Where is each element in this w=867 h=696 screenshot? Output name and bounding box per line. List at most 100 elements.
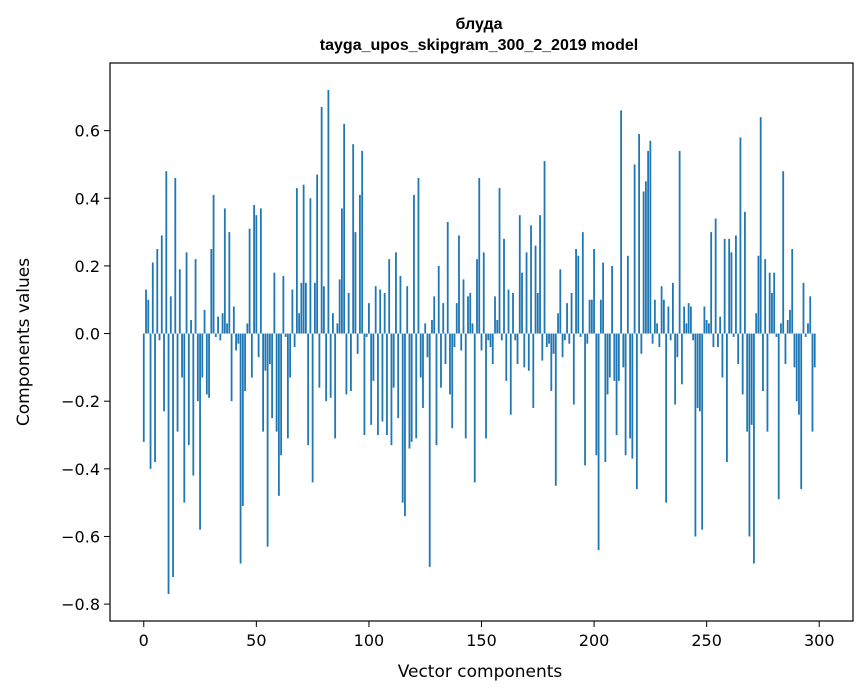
- y-tick-label: 0.4: [75, 189, 100, 208]
- bar: [653, 299, 656, 334]
- bar: [154, 333, 156, 463]
- bar: [334, 333, 337, 439]
- bar: [689, 306, 692, 334]
- bar: [559, 269, 562, 334]
- bar: [203, 309, 206, 334]
- bar: [419, 333, 422, 378]
- bar: [775, 333, 778, 337]
- bar: [248, 228, 251, 334]
- bar: [586, 333, 589, 344]
- bar: [178, 269, 181, 334]
- bar: [372, 333, 375, 381]
- bar: [525, 252, 528, 334]
- bar: [590, 299, 593, 334]
- bar: [435, 333, 438, 446]
- bar: [566, 303, 568, 334]
- bar: [536, 292, 539, 334]
- bar: [597, 333, 600, 550]
- plot-frame: [109, 62, 854, 622]
- bar: [185, 252, 188, 334]
- bar: [753, 333, 755, 564]
- bar: [541, 333, 544, 361]
- bar: [322, 286, 325, 334]
- bar: [563, 333, 566, 341]
- bar: [662, 299, 665, 334]
- bar: [530, 225, 532, 334]
- bar: [356, 333, 359, 354]
- bar: [442, 303, 445, 334]
- bar: [617, 333, 620, 381]
- bar: [433, 296, 436, 334]
- bar: [300, 282, 303, 334]
- bar: [568, 333, 571, 344]
- bar: [572, 333, 575, 405]
- bar: [199, 333, 201, 530]
- bar: [165, 171, 168, 334]
- bar: [169, 296, 172, 334]
- bar: [361, 150, 364, 334]
- bar: [694, 333, 697, 537]
- bar: [647, 150, 650, 334]
- bar: [424, 323, 427, 334]
- bar: [451, 333, 454, 429]
- bar: [226, 323, 228, 334]
- bar: [494, 296, 496, 334]
- bar: [509, 333, 512, 415]
- x-tick-label: 100: [354, 631, 385, 650]
- bar: [444, 333, 447, 364]
- bar: [784, 333, 787, 364]
- bar: [604, 333, 607, 463]
- bar: [548, 333, 550, 344]
- bar: [449, 333, 451, 395]
- bar: [440, 333, 442, 388]
- bar: [744, 211, 746, 334]
- bar: [145, 289, 147, 334]
- bar: [703, 306, 706, 334]
- bar: [629, 333, 632, 439]
- bar: [795, 333, 798, 402]
- bar: [431, 320, 433, 334]
- bar: [458, 235, 460, 334]
- bar: [241, 333, 244, 507]
- bar: [277, 333, 280, 496]
- bar: [163, 333, 165, 412]
- bar: [658, 333, 661, 348]
- bar: [768, 272, 771, 334]
- bar: [147, 299, 150, 334]
- bar: [640, 333, 643, 354]
- bar: [286, 333, 289, 439]
- bar: [205, 333, 208, 395]
- bar: [735, 235, 737, 334]
- bar: [507, 289, 510, 334]
- bar: [291, 289, 294, 334]
- bar: [151, 262, 154, 334]
- y-axis-ticks: −0.8 −0.6 −0.4 −0.2 0.0 0.2 0.4 0.6: [61, 122, 110, 614]
- bar: [766, 333, 769, 432]
- bar: [446, 221, 449, 334]
- x-tick-label: 250: [691, 631, 722, 650]
- bar: [390, 333, 393, 446]
- bar: [208, 333, 210, 398]
- bar: [331, 313, 334, 334]
- bar: [719, 316, 722, 334]
- bar: [158, 333, 161, 341]
- bar: [293, 333, 296, 348]
- bar: [554, 333, 557, 486]
- bar: [739, 137, 742, 334]
- bar: [455, 303, 458, 334]
- bar: [336, 323, 339, 334]
- bar: [410, 333, 413, 442]
- bar: [352, 144, 355, 334]
- bar: [714, 218, 717, 334]
- bar: [748, 333, 751, 537]
- bar: [327, 90, 330, 334]
- bar: [187, 333, 190, 446]
- bar: [228, 232, 231, 334]
- bar: [341, 208, 343, 334]
- bar: [428, 333, 431, 567]
- bar: [417, 177, 420, 334]
- bar: [557, 313, 559, 334]
- bar: [667, 306, 670, 334]
- bar: [467, 296, 469, 334]
- bar: [669, 333, 672, 341]
